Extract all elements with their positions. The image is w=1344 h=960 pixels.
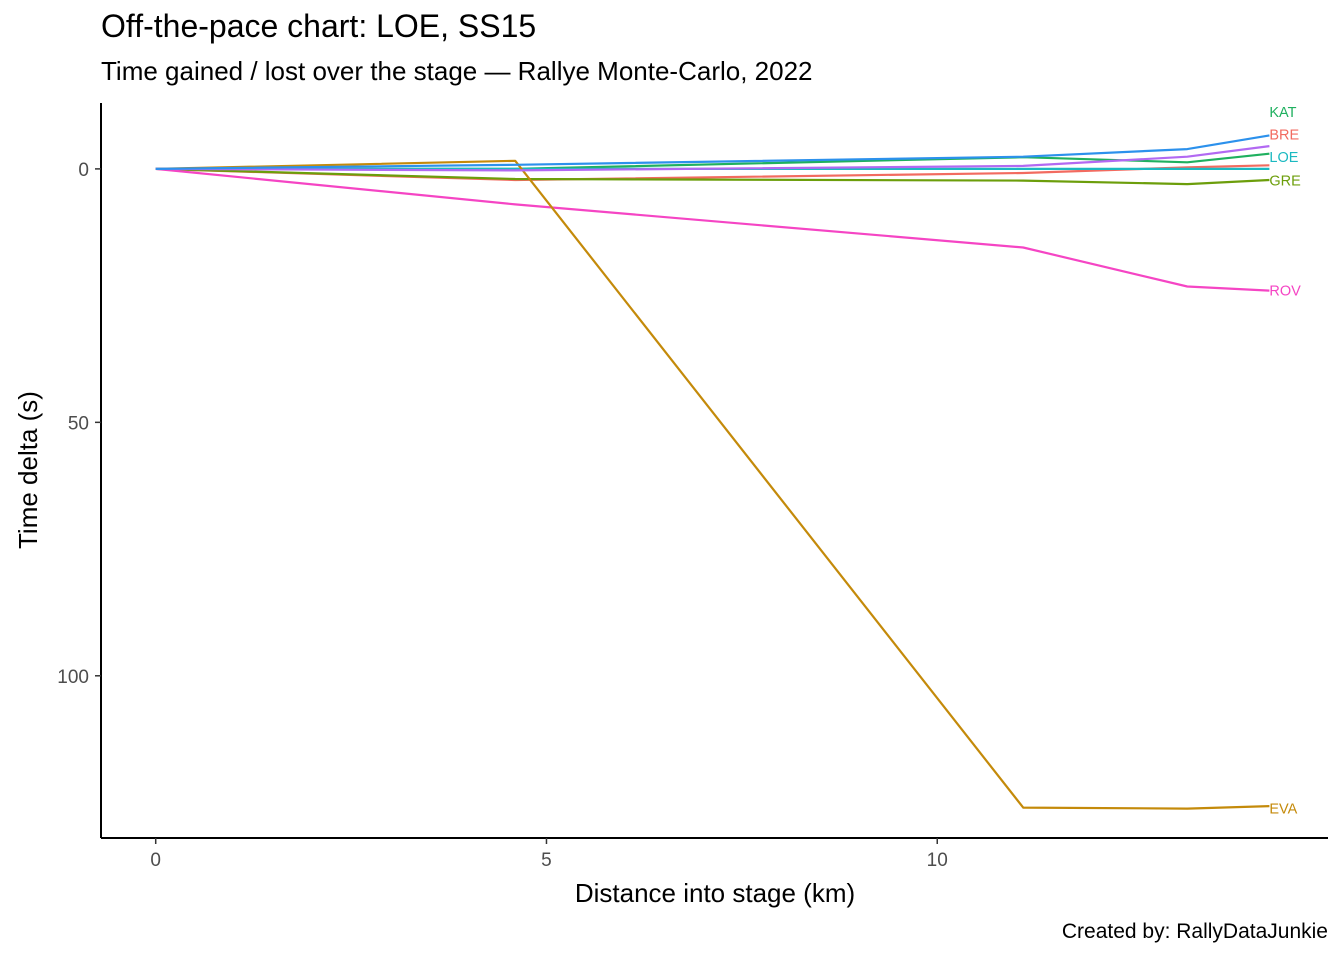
x-tick-label: 0: [150, 850, 161, 871]
series-label-bre: BRE: [1269, 127, 1299, 143]
series-label-loe: LOE: [1269, 150, 1298, 166]
series-line-rov: [155, 167, 1270, 292]
series-label-layer: KAT BRE LOE GRE ROV EVA: [1269, 105, 1301, 817]
x-axis-title: Distance into stage (km): [575, 878, 855, 908]
series-layer: [155, 134, 1270, 810]
series-line-unlabelled-6: [155, 145, 1270, 172]
chart-title: Off-the-pace chart: LOE, SS15: [101, 8, 537, 44]
chart-subtitle: Time gained / lost over the stage — Rall…: [101, 56, 813, 86]
x-tick-label: 5: [541, 850, 552, 871]
y-tick-label: 50: [68, 413, 89, 434]
series-label-rov: ROV: [1269, 284, 1301, 300]
series-label-kat: KAT: [1269, 105, 1296, 121]
series-label-eva: EVA: [1269, 802, 1297, 818]
x-tick-label: 10: [927, 850, 948, 871]
series-label-gre: GRE: [1269, 174, 1301, 190]
y-tick-label: 0: [78, 160, 89, 181]
y-tick-label: 100: [57, 667, 89, 688]
series-line-eva: [155, 159, 1270, 810]
chart-caption: Created by: RallyDataJunkie: [1061, 920, 1328, 943]
series-line-gre: [155, 167, 1270, 186]
series-line-unlabelled-7: [155, 134, 1270, 170]
y-axis-title: Time delta (s): [13, 391, 43, 549]
